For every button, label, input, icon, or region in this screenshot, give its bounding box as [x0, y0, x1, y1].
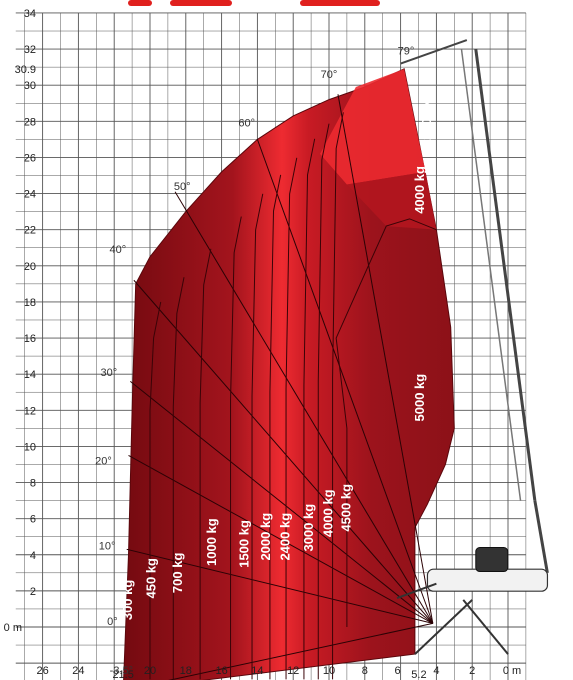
x-tick-label: 26	[36, 665, 48, 677]
capacity-contour	[172, 277, 185, 680]
y-tick-label: 26	[24, 152, 36, 164]
y-tick-label: 12	[24, 405, 36, 417]
angle-ray	[133, 279, 434, 624]
boom-inner	[460, 48, 522, 501]
boom-tip	[400, 39, 468, 65]
crane-machine-illustration	[396, 39, 549, 655]
zone-4000kg-top	[346, 171, 437, 230]
capacity-contour	[149, 301, 162, 680]
angle-ray	[126, 548, 433, 624]
outrigger-left	[414, 599, 473, 655]
chart-title-partial	[128, 0, 380, 6]
angle-label: 70°	[321, 69, 338, 81]
capacity-label: 3000 kg	[301, 504, 316, 552]
x-tick-label: 14	[251, 665, 263, 677]
outrigger-right	[462, 599, 509, 655]
capacity-label: 4500 kg	[338, 484, 353, 532]
x-axis-unit-label: 0 m	[503, 665, 521, 677]
y-tick-label: 2	[30, 586, 36, 598]
capacity-contour	[303, 138, 316, 680]
boom-base	[533, 500, 549, 574]
angle-ray	[337, 94, 434, 624]
angle-ray	[129, 380, 434, 624]
axis-ticks: 26 24 21.5 20 18 16 14 12 10 8 6 5.2 4 2 0 m343230.930…	[4, 8, 522, 680]
angle-labels: 79° 70° 60° 50° 40° 30° 20° 10° 0° -3.5°	[95, 45, 414, 676]
boom-outer	[474, 48, 537, 501]
y-tick-label: 20	[24, 261, 36, 273]
x-tick-label: 16	[215, 665, 227, 677]
capacity-label: 1000 kg	[204, 518, 219, 566]
y-tick-label: 22	[24, 225, 36, 237]
x-tick-label: 24	[72, 665, 84, 677]
y-axis-unit-label: 0 m	[4, 622, 22, 634]
y-tick-label: 34	[24, 8, 36, 20]
y-tick-label: 32	[24, 44, 36, 56]
capacity-label: 2400 kg	[419, 92, 434, 140]
capacity-contour	[285, 157, 298, 680]
angle-label: -3.5°	[110, 665, 133, 677]
y-tick-label: 6	[30, 514, 36, 526]
x-tick-label: 8	[362, 665, 368, 677]
x-tick-label: 12	[287, 665, 299, 677]
x-tick-label: 21.5	[112, 669, 133, 680]
angle-label: 0°	[107, 616, 118, 628]
angle-label: 50°	[174, 181, 191, 193]
capacity-contour	[317, 123, 330, 680]
capacity-label: 2000 kg	[258, 513, 273, 561]
capacity-contour	[251, 193, 264, 680]
capacity-contour	[332, 112, 344, 680]
chassis	[426, 568, 549, 592]
y-tick-label: 14	[24, 369, 36, 381]
y-tick-label: 16	[24, 333, 36, 345]
y-tick-label: 28	[24, 116, 36, 128]
x-tick-label: 18	[180, 665, 192, 677]
capacity-label: 2400 kg	[278, 513, 293, 561]
angle-label: 10°	[99, 540, 116, 552]
x-tick-label: 6	[395, 665, 401, 677]
capacity-contour	[199, 248, 212, 680]
angle-label: 60°	[238, 118, 255, 130]
y-tick-label: 30.9	[15, 64, 36, 76]
angle-ray	[128, 454, 434, 624]
angle-label: 79°	[398, 45, 415, 57]
capacity-label: 4000 kg	[321, 489, 336, 537]
y-tick-label: 18	[24, 297, 36, 309]
y-tick-label: 10	[24, 441, 36, 453]
capacity-labels: 300 kg 450 kg 700 kg 1000 kg 1500 kg 2000 kg 2…	[120, 92, 434, 620]
capacity-label: 5000 kg	[412, 374, 427, 422]
angle-ray	[256, 139, 434, 624]
y-tick-label: 30	[24, 80, 36, 92]
capacity-label: 4000 kg	[412, 166, 427, 214]
x-tick-label: 5.2	[411, 669, 426, 680]
capacity-label: 700 kg	[170, 553, 185, 594]
angle-ray	[168, 622, 433, 680]
angle-label: 40°	[109, 244, 126, 256]
capacity-contours	[149, 112, 437, 680]
x-tick-label: 20	[144, 665, 156, 677]
y-tick-label: 4	[30, 550, 36, 562]
angle-label: 20°	[95, 455, 112, 467]
working-envelope	[123, 68, 455, 680]
capacity-contour-5000kg	[335, 218, 437, 627]
y-tick-label: 8	[30, 478, 36, 490]
capacity-label: 1500 kg	[236, 520, 251, 568]
angle-label: 30°	[101, 367, 118, 379]
x-tick-label: 10	[323, 665, 335, 677]
capacity-contour	[230, 216, 242, 680]
capacity-label: 450 kg	[143, 558, 158, 599]
y-tick-label: 24	[24, 189, 36, 201]
zone-2400kg-top	[320, 68, 426, 185]
capacity-contour	[269, 174, 282, 680]
jib-arm	[396, 582, 437, 600]
x-tick-label: 4	[433, 665, 439, 677]
capacity-label: 300 kg	[120, 580, 135, 621]
cab	[475, 547, 509, 573]
x-tick-label: 2	[469, 665, 475, 677]
